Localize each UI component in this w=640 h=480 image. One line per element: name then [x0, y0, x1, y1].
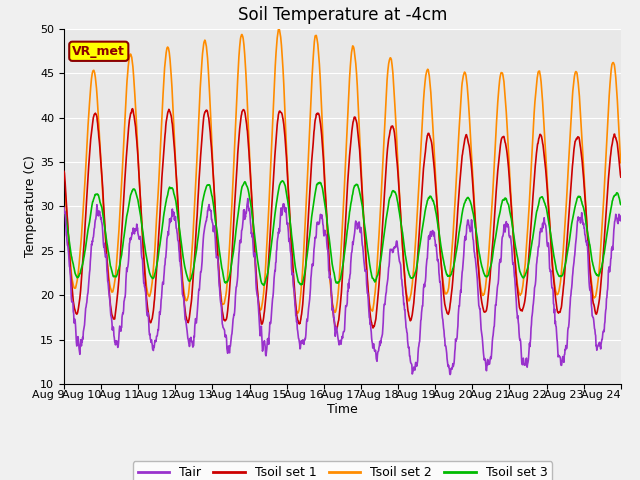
Title: Soil Temperature at -4cm: Soil Temperature at -4cm: [237, 6, 447, 24]
Y-axis label: Temperature (C): Temperature (C): [24, 156, 37, 257]
Text: VR_met: VR_met: [72, 45, 125, 58]
Legend: Tair, Tsoil set 1, Tsoil set 2, Tsoil set 3: Tair, Tsoil set 1, Tsoil set 2, Tsoil se…: [132, 461, 552, 480]
X-axis label: Time: Time: [327, 403, 358, 416]
